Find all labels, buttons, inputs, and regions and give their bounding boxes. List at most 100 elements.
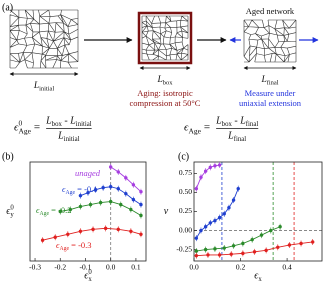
formula-text: L [45,115,52,126]
x-tick-label: 0.0 [189,263,199,272]
formula-text: ϵ [84,270,89,281]
formula-sub: final [267,80,279,87]
data-point [78,193,83,198]
data-point [241,251,245,256]
data-point [203,169,208,173]
data-point [101,186,105,190]
formula-text: L [227,130,234,141]
data-point [131,183,136,187]
data-point [78,204,83,209]
formula-rest: = -0.3 [69,240,92,250]
network-edges [141,15,189,61]
data-point [129,229,133,233]
data-point [124,176,128,180]
x-tick-label: -0.1 [80,263,92,272]
formula-text: ϵ [14,122,19,134]
network [9,9,79,69]
box-frame [137,11,193,65]
data-point [222,246,226,250]
data-point [278,225,282,229]
data-point [222,212,226,216]
data-point [213,218,217,223]
data-point [203,247,208,252]
formula: ϵ 0x [84,269,92,282]
data-point [194,253,199,258]
series-line [196,226,281,252]
formula-sub: Age [188,126,201,135]
data-point [194,249,199,253]
panel-label: (a) [2,2,13,13]
y-tick-label: 0.75 [179,168,192,177]
x-tick-label: 0.2 [236,263,246,272]
formula: ϵ Age = -0.2 [36,205,72,217]
data-point [264,248,268,253]
data-point [194,236,199,240]
panel-label: (b) [2,151,14,162]
data-point [229,252,233,256]
data-point [269,228,273,233]
formula-text: L [33,81,39,91]
formula-text: L [215,115,222,126]
data-point [108,165,113,169]
data-point [217,253,222,257]
data-point [139,190,143,194]
series-line [195,188,239,239]
data-point [213,247,217,251]
plot-frame [193,161,323,262]
aging-text: Aging: isotropic [137,88,193,98]
data-point [203,225,208,229]
formula-sub: y [10,211,14,218]
x-tick-label: 0.0 [106,263,116,272]
formula-text: ϵ [62,184,66,194]
x-tick-label: 0.1 [131,263,141,272]
data-point [103,226,108,231]
formula-sub: x [88,276,92,282]
x-tick-label: -0.2 [54,263,66,272]
data-point [310,240,315,244]
formula-sup: 0 [10,204,14,211]
data-point [108,199,113,204]
formula-text: ϵ [6,206,11,217]
data-point [208,165,212,170]
formula: ϵ Age [184,122,202,136]
formula-sub: initial [76,121,92,128]
formula: ϵ Age = -0.3 [56,240,92,252]
y-tick-label: 0.00 [179,225,192,234]
panel-label: (c) [178,151,189,162]
data-point [259,233,264,237]
data-point [213,164,217,168]
data-point [129,207,133,212]
data-point [78,229,83,233]
data-point [68,207,73,212]
data-point [131,197,136,202]
formula-sub: Age [39,211,49,217]
formula-sub: Age [59,246,69,252]
data-point [194,186,199,191]
data-point [108,185,113,189]
y-tick-label: 0.50 [179,187,192,196]
y-tick-label: 0.25 [179,206,192,215]
data-point [139,232,143,236]
data-point [93,188,98,192]
data-point [206,253,210,257]
data-point [98,200,103,205]
network [243,19,297,63]
data-point [227,205,231,210]
equals: = [204,122,210,134]
data-point [66,232,70,236]
formula-text: - L [232,115,246,126]
formula-sub: final [246,121,259,128]
